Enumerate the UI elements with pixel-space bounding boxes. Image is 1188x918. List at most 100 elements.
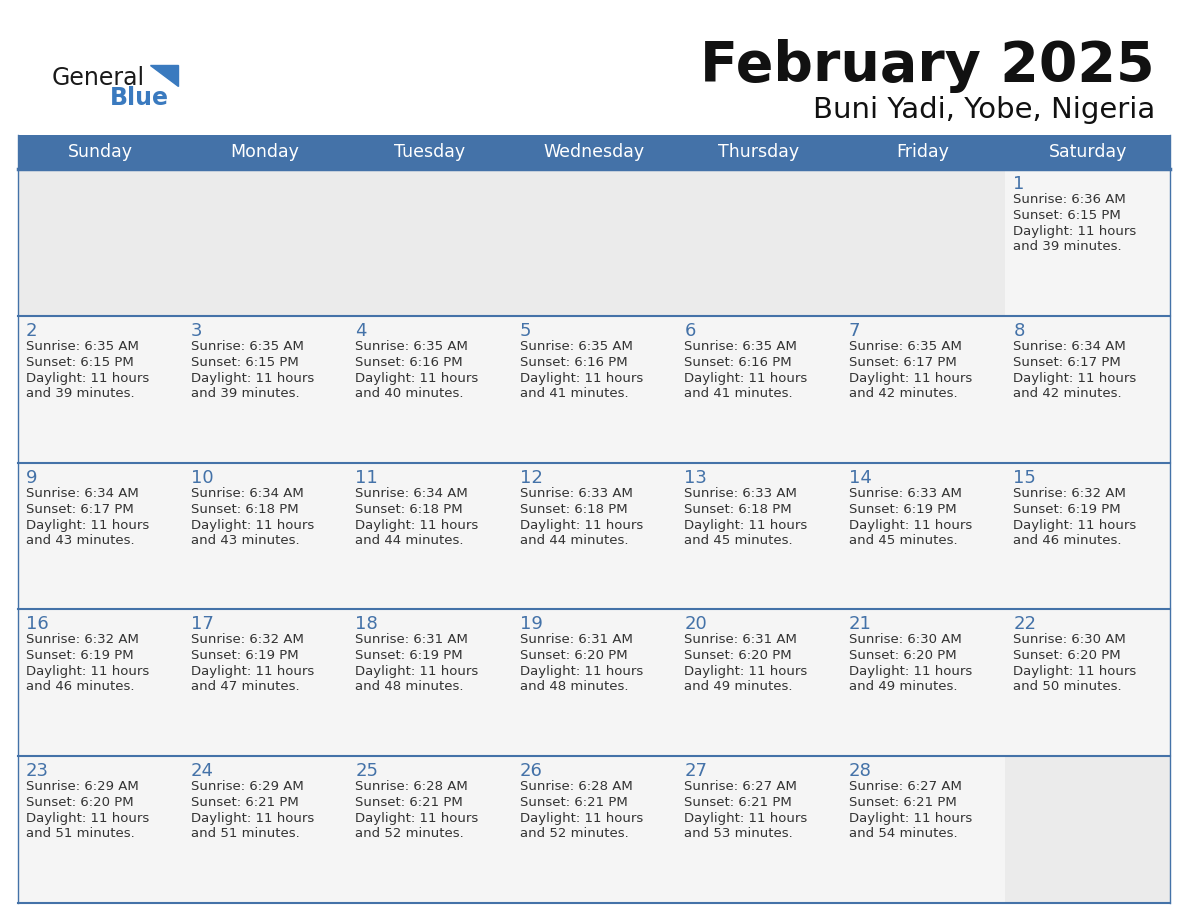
Bar [18,756,1170,903]
Text: and 41 minutes.: and 41 minutes. [684,386,792,400]
Text: Sunrise: 6:34 AM: Sunrise: 6:34 AM [355,487,468,499]
Text: 23: 23 [26,762,49,780]
Bar [183,169,347,316]
Bar [841,169,1005,316]
Text: 20: 20 [684,615,707,633]
Text: 4: 4 [355,322,367,340]
Text: Sunrise: 6:34 AM: Sunrise: 6:34 AM [1013,340,1126,353]
Text: 14: 14 [849,468,872,487]
Text: Sunset: 6:17 PM: Sunset: 6:17 PM [26,502,134,516]
Text: 3: 3 [190,322,202,340]
Text: Sunrise: 6:32 AM: Sunrise: 6:32 AM [26,633,139,646]
Text: Sunrise: 6:33 AM: Sunrise: 6:33 AM [849,487,962,499]
Text: Sunset: 6:18 PM: Sunset: 6:18 PM [190,502,298,516]
Text: 18: 18 [355,615,378,633]
Text: Daylight: 11 hours: Daylight: 11 hours [849,519,972,532]
Text: 25: 25 [355,762,378,780]
Polygon shape [150,65,178,86]
Text: Sunset: 6:20 PM: Sunset: 6:20 PM [684,649,792,663]
Text: Sunrise: 6:27 AM: Sunrise: 6:27 AM [684,780,797,793]
Text: 6: 6 [684,322,696,340]
Text: Sunset: 6:20 PM: Sunset: 6:20 PM [1013,649,1121,663]
Text: Sunset: 6:21 PM: Sunset: 6:21 PM [190,796,298,809]
Text: Sunset: 6:20 PM: Sunset: 6:20 PM [26,796,133,809]
Text: Wednesday: Wednesday [543,143,645,161]
Text: Sunrise: 6:28 AM: Sunrise: 6:28 AM [519,780,632,793]
Bar [18,610,1170,756]
Text: Sunrise: 6:29 AM: Sunrise: 6:29 AM [190,780,303,793]
Text: General: General [52,66,145,90]
Text: Sunset: 6:18 PM: Sunset: 6:18 PM [519,502,627,516]
Text: Sunrise: 6:36 AM: Sunrise: 6:36 AM [1013,193,1126,206]
Text: Daylight: 11 hours: Daylight: 11 hours [190,372,314,385]
Text: Sunset: 6:21 PM: Sunset: 6:21 PM [519,796,627,809]
Bar [676,169,841,316]
Text: Sunrise: 6:33 AM: Sunrise: 6:33 AM [519,487,632,499]
Text: Daylight: 11 hours: Daylight: 11 hours [849,372,972,385]
Text: Daylight: 11 hours: Daylight: 11 hours [1013,225,1137,238]
Bar [18,169,183,316]
Text: Daylight: 11 hours: Daylight: 11 hours [190,666,314,678]
Text: Sunset: 6:18 PM: Sunset: 6:18 PM [684,502,792,516]
Text: Sunrise: 6:35 AM: Sunrise: 6:35 AM [684,340,797,353]
Text: 13: 13 [684,468,707,487]
Text: Sunset: 6:16 PM: Sunset: 6:16 PM [684,356,792,369]
Text: Sunrise: 6:34 AM: Sunrise: 6:34 AM [190,487,303,499]
Text: 24: 24 [190,762,214,780]
Text: Sunrise: 6:31 AM: Sunrise: 6:31 AM [519,633,632,646]
Text: Sunrise: 6:35 AM: Sunrise: 6:35 AM [355,340,468,353]
Text: 9: 9 [26,468,38,487]
Text: and 42 minutes.: and 42 minutes. [849,386,958,400]
Text: and 39 minutes.: and 39 minutes. [1013,240,1121,253]
Text: and 45 minutes.: and 45 minutes. [849,533,958,546]
Text: Sunset: 6:17 PM: Sunset: 6:17 PM [849,356,956,369]
Text: Sunrise: 6:35 AM: Sunrise: 6:35 AM [190,340,303,353]
Text: Daylight: 11 hours: Daylight: 11 hours [684,372,808,385]
Text: Daylight: 11 hours: Daylight: 11 hours [1013,372,1137,385]
Text: and 40 minutes.: and 40 minutes. [355,386,463,400]
Text: and 43 minutes.: and 43 minutes. [190,533,299,546]
Text: and 47 minutes.: and 47 minutes. [190,680,299,693]
Text: and 50 minutes.: and 50 minutes. [1013,680,1121,693]
Text: Daylight: 11 hours: Daylight: 11 hours [849,812,972,825]
Text: 15: 15 [1013,468,1036,487]
Text: Sunset: 6:21 PM: Sunset: 6:21 PM [355,796,463,809]
Text: 19: 19 [519,615,543,633]
Text: and 39 minutes.: and 39 minutes. [26,386,134,400]
Text: Sunset: 6:20 PM: Sunset: 6:20 PM [849,649,956,663]
Text: Sunrise: 6:29 AM: Sunrise: 6:29 AM [26,780,139,793]
Text: Sunrise: 6:33 AM: Sunrise: 6:33 AM [684,487,797,499]
Bar [18,463,1170,610]
Text: Sunrise: 6:32 AM: Sunrise: 6:32 AM [190,633,303,646]
Text: Sunrise: 6:31 AM: Sunrise: 6:31 AM [684,633,797,646]
Text: and 48 minutes.: and 48 minutes. [519,680,628,693]
Text: 12: 12 [519,468,543,487]
Text: 11: 11 [355,468,378,487]
Text: Sunrise: 6:30 AM: Sunrise: 6:30 AM [849,633,961,646]
Text: Sunset: 6:20 PM: Sunset: 6:20 PM [519,649,627,663]
Text: Sunrise: 6:35 AM: Sunrise: 6:35 AM [26,340,139,353]
Text: Sunrise: 6:34 AM: Sunrise: 6:34 AM [26,487,139,499]
Text: Monday: Monday [230,143,299,161]
Text: 8: 8 [1013,322,1025,340]
Text: and 41 minutes.: and 41 minutes. [519,386,628,400]
Text: Sunset: 6:17 PM: Sunset: 6:17 PM [1013,356,1121,369]
Text: and 44 minutes.: and 44 minutes. [519,533,628,546]
Text: 5: 5 [519,322,531,340]
Text: Sunset: 6:15 PM: Sunset: 6:15 PM [190,356,298,369]
Text: Sunset: 6:16 PM: Sunset: 6:16 PM [355,356,463,369]
Text: 16: 16 [26,615,49,633]
Text: Sunset: 6:15 PM: Sunset: 6:15 PM [26,356,134,369]
Text: 28: 28 [849,762,872,780]
Text: and 52 minutes.: and 52 minutes. [519,827,628,840]
Text: Friday: Friday [897,143,949,161]
Text: Daylight: 11 hours: Daylight: 11 hours [190,519,314,532]
Text: and 54 minutes.: and 54 minutes. [849,827,958,840]
Bar [347,169,512,316]
Text: 17: 17 [190,615,214,633]
Text: Daylight: 11 hours: Daylight: 11 hours [190,812,314,825]
Text: Sunset: 6:19 PM: Sunset: 6:19 PM [1013,502,1121,516]
Text: February 2025: February 2025 [701,39,1155,93]
Text: Sunset: 6:19 PM: Sunset: 6:19 PM [355,649,463,663]
Text: and 51 minutes.: and 51 minutes. [26,827,134,840]
